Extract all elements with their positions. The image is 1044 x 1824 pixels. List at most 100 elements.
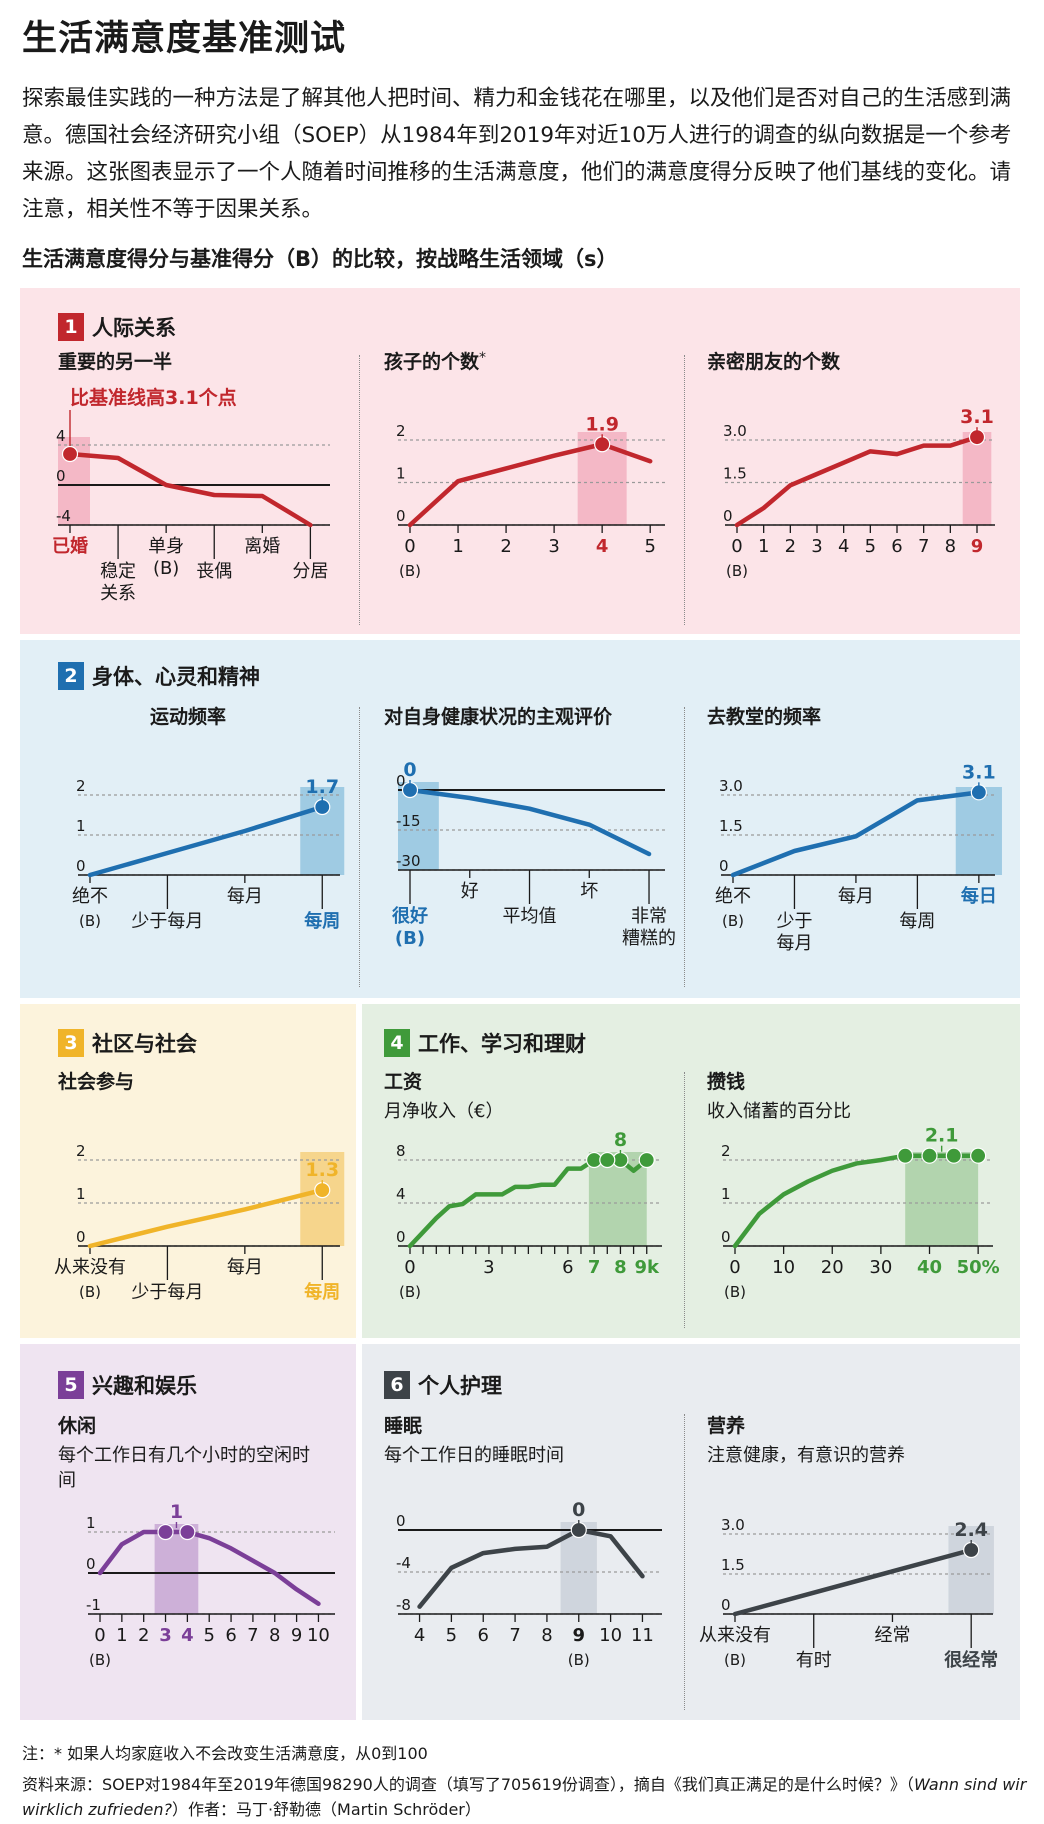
y-tick-label: 0 [719,857,729,875]
x-category-label: 2 [500,536,511,557]
series-line [97,1529,321,1606]
section-label: 社区与社会 [92,1032,197,1056]
section-label: 人际关系 [92,316,176,340]
x-category-label: 6 [225,1625,236,1646]
y-tick-label: 4 [56,427,66,445]
x-category-label: 平均值 [503,906,557,927]
chart-title: 对自身健康状况的主观评价 [384,705,613,728]
highlight-value-label: 1.9 [585,413,619,435]
highlight-point [157,1523,174,1541]
x-category-label: 1 [758,536,769,557]
chart-subtitle: 间 [58,1470,76,1491]
section-header-5: 5 兴趣和娱乐 [58,1370,197,1400]
y-tick-label: 1.5 [719,817,743,835]
x-category-label: 50% [957,1257,1000,1278]
section-number-badge: 4 [384,1029,410,1057]
chart-close-friends: 亲密朋友的个数 3.0 1.5 0 0 (B) 1 2 3 4 5 6 7 8 9 3.1 [707,350,995,580]
highlight-band [962,432,992,525]
x-category-label: 每周 [304,1281,340,1303]
column-separator [684,1414,685,1710]
chart-title: 运动频率 [150,705,226,728]
x-category-label: (B) [153,558,179,579]
x-category-label: 2 [138,1625,149,1646]
y-tick-label: 1 [76,1185,86,1203]
series-line [407,442,653,528]
chart-title: 攒钱 [707,1070,745,1093]
x-category-label: 单身 [148,536,184,557]
section-label: 兴趣和娱乐 [92,1374,197,1398]
section-label: 个人护理 [418,1374,502,1398]
series-line [67,451,313,528]
y-tick-label: 2 [721,1142,731,1160]
y-tick-label: 0 [86,1555,96,1573]
x-category-label: 糟糕的 [622,928,676,949]
baseline-marker: (B) [399,1283,421,1301]
column-separator [684,355,685,625]
y-tick-label: 0 [76,1228,86,1246]
series-line [730,790,982,878]
baseline-marker: (B) [726,562,748,580]
x-category-label: 每周 [899,911,935,932]
x-category-label: 分居 [292,561,328,582]
series-line [407,787,652,857]
sources-author: ）作者：马丁·舒勒德（Martin Schröder） [171,1800,481,1819]
section-header-3: 3 社区与社会 [58,1028,197,1058]
baseline-marker: (B) [79,912,101,930]
highlight-point [970,1147,987,1164]
chart-title: 睡眠 [384,1415,422,1437]
y-tick-label: 0 [396,507,406,525]
chart-subtitle: 每个工作日有几个小时的空闲时 [58,1445,310,1466]
y-tick-label: 0 [76,857,86,875]
y-tick-label: -8 [396,1596,411,1614]
baseline-marker: (B) [722,912,744,930]
y-tick-label: 0 [56,467,66,485]
sources-text: 资料来源：SOEP对1984年至2019年德国98290人的调查（填写了7056… [22,1775,914,1794]
x-category-label: 7 [918,536,929,557]
y-tick-label: 4 [396,1185,406,1203]
y-tick-label: 1 [721,1185,731,1203]
highlight-value-label: 1.3 [305,1159,339,1181]
x-category-label: 每月 [838,886,874,907]
y-tick-label: 1 [396,465,406,483]
chart-title: 营养 [707,1414,745,1437]
chart-title: 社会参与 [57,1070,134,1093]
x-category-label: 每月 [227,1257,263,1278]
section-label: 工作、学习和理财 [418,1032,586,1056]
x-category-label: 4 [596,536,609,557]
column-separator [684,1072,685,1328]
x-category-label: 稳定 [100,561,136,582]
x-category-label: 从来没有 [54,1257,126,1278]
baseline-marker: (B) [568,1651,590,1669]
x-category-label: 离婚 [244,536,280,557]
footnote: 注：* 如果人均家庭收入不会改变生活满意度，从0到100 [22,1744,428,1763]
section-number-badge: 6 [384,1371,410,1399]
y-tick-label: 0 [396,1228,406,1246]
x-category-label: 0 [731,536,742,557]
chart-title: 亲密朋友的个数 [707,350,841,373]
x-category-label: 经常 [874,1625,910,1646]
column-separator [684,707,685,987]
highlight-band [300,1152,345,1246]
x-category-label: 很好 [392,905,428,927]
highlight-point [945,1147,962,1164]
sources-note: 资料来源：SOEP对1984年至2019年德国98290人的调查（填写了7056… [22,1772,1027,1822]
x-category-label: 从来没有 [699,1625,771,1646]
x-category-label: (B) [395,928,425,949]
chart-subtitle: 注意健康，有意识的营养 [707,1445,905,1466]
x-category-label: 10 [599,1625,622,1646]
x-category-label: 6 [891,536,902,557]
highlight-point [179,1523,196,1541]
x-category-label: 3 [159,1625,172,1646]
y-tick-label: 0 [723,507,733,525]
x-category-label: 9 [971,536,984,557]
y-tick-label: 1.5 [723,465,747,483]
y-tick-label: 3.0 [719,777,743,795]
x-category-label: 3 [548,536,559,557]
